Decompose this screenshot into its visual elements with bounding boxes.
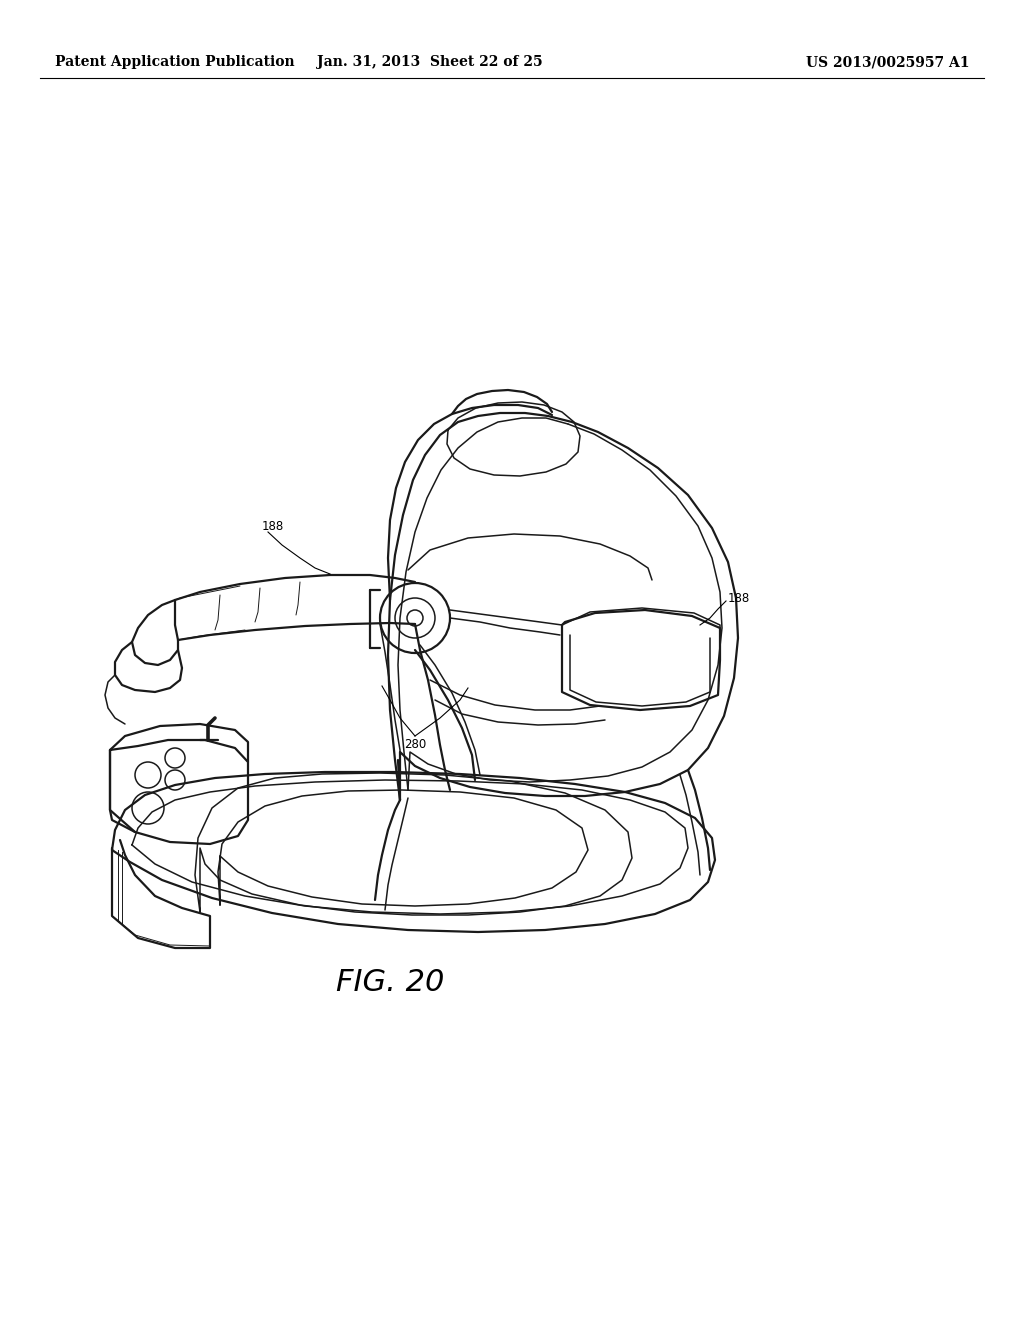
Text: Patent Application Publication: Patent Application Publication — [55, 55, 295, 69]
Text: Jan. 31, 2013  Sheet 22 of 25: Jan. 31, 2013 Sheet 22 of 25 — [317, 55, 543, 69]
Text: 188: 188 — [262, 520, 285, 532]
Text: 280: 280 — [403, 738, 426, 751]
Text: 188: 188 — [728, 591, 751, 605]
Text: US 2013/0025957 A1: US 2013/0025957 A1 — [807, 55, 970, 69]
Text: FIG. 20: FIG. 20 — [336, 968, 444, 997]
